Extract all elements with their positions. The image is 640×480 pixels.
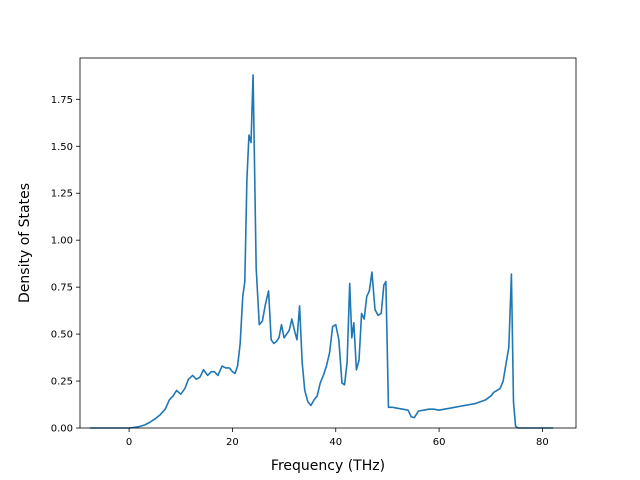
y-tick-label: 1.25 bbox=[51, 189, 73, 200]
x-tick-label: 40 bbox=[329, 437, 342, 448]
x-tick-label: 20 bbox=[226, 437, 239, 448]
plot-area bbox=[89, 74, 554, 429]
axes-frame bbox=[79, 57, 577, 429]
x-tick-label: 80 bbox=[536, 437, 549, 448]
y-tick-label: 1.50 bbox=[51, 142, 73, 153]
series-line bbox=[89, 74, 554, 429]
x-axis-label: Frequency (THz) bbox=[271, 458, 385, 474]
y-tick-label: 0.25 bbox=[51, 377, 73, 388]
y-tick-label: 0.50 bbox=[51, 330, 73, 341]
y-axis: 0.00 0.25 0.50 0.75 1.00 1.25 1.50 1.75 bbox=[51, 95, 80, 435]
y-axis-label: Density of States bbox=[17, 183, 33, 303]
y-tick-label: 1.75 bbox=[51, 95, 73, 106]
y-tick-label: 1.00 bbox=[51, 236, 73, 247]
x-axis: 0 20 40 60 80 bbox=[126, 428, 549, 448]
y-tick-label: 0.75 bbox=[51, 283, 73, 294]
x-tick-label: 0 bbox=[126, 437, 132, 448]
x-tick-label: 60 bbox=[433, 437, 446, 448]
y-tick-label: 0.00 bbox=[51, 424, 73, 435]
